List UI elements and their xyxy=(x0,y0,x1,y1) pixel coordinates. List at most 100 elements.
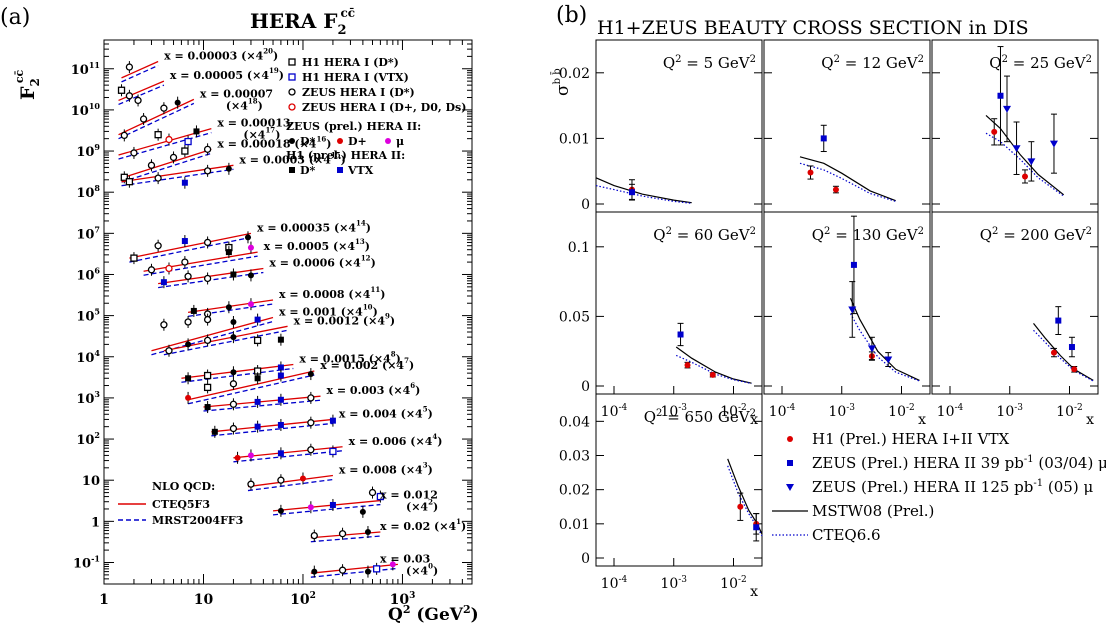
data-point xyxy=(368,488,377,497)
cteq5f3-curve xyxy=(211,418,333,433)
x-tick-label: 10-3 xyxy=(828,403,855,420)
legend-marker xyxy=(288,73,296,81)
data-point xyxy=(229,424,238,433)
data-point xyxy=(1055,317,1062,324)
legend-marker xyxy=(289,138,295,144)
data-point xyxy=(884,356,893,364)
legend-label: H1 HERA I (VTX) xyxy=(302,71,409,84)
data-point xyxy=(389,561,396,568)
legend-marker xyxy=(787,460,793,466)
data-point xyxy=(193,128,200,135)
cteq5f3-curve xyxy=(121,60,159,79)
x-bin-label: x = 0.006 (×44) xyxy=(349,432,443,448)
data-point xyxy=(125,178,134,186)
panel-a-legend: H1 HERA I (D*) H1 HERA I (VTX) ZEUS HERA I… xyxy=(118,56,466,527)
data-point xyxy=(154,131,162,139)
legend-marker xyxy=(385,138,391,144)
q2-subplot: Q2 = 200 GeV2 xyxy=(980,226,1094,382)
q2-subplot: Q2 = 25 GeV2 xyxy=(985,46,1092,197)
data-point xyxy=(203,145,212,153)
data-point xyxy=(254,316,261,323)
data-point xyxy=(247,244,254,251)
data-point xyxy=(120,173,128,181)
data-point xyxy=(1068,344,1075,351)
cteq5f3-curve xyxy=(247,474,334,488)
y-tick-label: 1 xyxy=(91,515,100,530)
mrst2004ff3-curve xyxy=(121,64,159,83)
data-point xyxy=(307,419,315,427)
theory-legend-label: CTEQ5F3 xyxy=(152,498,210,511)
legend-marker xyxy=(786,484,794,491)
x-tick-label: 10 xyxy=(194,592,214,608)
y-tick-label: 0 xyxy=(581,197,590,213)
data-point xyxy=(211,428,218,435)
data-point xyxy=(160,279,167,286)
cteq66-curve xyxy=(675,354,752,385)
data-point xyxy=(628,189,635,196)
data-point xyxy=(1012,145,1021,153)
x-tick-label: 10-3 xyxy=(660,403,687,420)
data-point xyxy=(329,501,336,508)
y-tick-label: 0.04 xyxy=(559,414,590,430)
data-point xyxy=(165,347,173,355)
panel-a: (a) HERA F2cc̄ F2cc̄ Q2 (GeV2) 1 10 102 103… xyxy=(0,5,479,625)
data-point xyxy=(247,480,255,488)
data-point xyxy=(134,96,142,105)
subplot-frame xyxy=(931,211,1099,395)
legend-marker xyxy=(288,103,296,111)
x-bin-series: x = 0.004 (×45) xyxy=(211,404,433,438)
q2-label: Q2 = 25 GeV2 xyxy=(989,54,1092,72)
data-point xyxy=(277,336,284,343)
data-point xyxy=(229,380,238,388)
mstw08-curve xyxy=(849,298,920,381)
panel-a-label: (a) xyxy=(0,5,30,30)
data-point xyxy=(225,304,232,311)
q2-label: Q2 = 650 GeV2 xyxy=(644,408,756,426)
mrst2004ff3-curve xyxy=(310,535,381,543)
y-tick-label: 0.05 xyxy=(559,309,590,325)
x-bin-scale-label: (×40) xyxy=(406,561,438,577)
data-point xyxy=(307,371,314,378)
cteq5f3-curve xyxy=(118,98,195,136)
cteq5f3-curve xyxy=(158,267,264,285)
x-axis-label: x xyxy=(1086,412,1094,428)
x-tick-label: 10-4 xyxy=(769,403,796,420)
data-point xyxy=(277,364,284,371)
mrst2004ff3-curve xyxy=(310,567,398,578)
y-tick-label: 10 xyxy=(82,474,100,489)
data-point xyxy=(225,165,232,172)
panel-b-subplots: 0 0.01 0.02 0 0.05 0.1 0 0.01 0.02 0.03 0.04 10-4 10… xyxy=(559,39,1099,600)
y-tick-label: 0 xyxy=(581,379,590,395)
data-point xyxy=(372,565,381,573)
x-bin-series: x = 0.0008 (×411) xyxy=(187,285,385,320)
data-point xyxy=(997,92,1004,99)
data-point xyxy=(203,371,212,380)
x-bin-scale-label: (×418) xyxy=(226,96,263,112)
x-bin-label: x = 0.00013 xyxy=(217,117,290,130)
data-point xyxy=(181,238,188,245)
legend-marker xyxy=(787,436,793,442)
data-point xyxy=(832,186,839,193)
data-point xyxy=(203,336,212,345)
x-bin-series: x = 0.006 (×44) xyxy=(233,432,442,464)
x-bin-label: x = 0.0005 (×413) xyxy=(264,237,370,253)
x-axis-label: x xyxy=(750,412,758,428)
data-point xyxy=(1027,158,1036,166)
x-bin-series: x = 0.012(×42) xyxy=(272,486,438,518)
legend-label: D* xyxy=(300,164,316,177)
data-point xyxy=(184,137,192,146)
x-bin-series: x = 0.008 (×43) xyxy=(247,461,433,492)
legend-marker xyxy=(288,58,296,66)
legend-label: D+ xyxy=(348,135,367,148)
data-point xyxy=(299,475,306,482)
cteq5f3-curve xyxy=(203,395,321,408)
q2-subplot: Q2 = 12 GeV2 xyxy=(799,54,924,202)
panel-a-title: HERA F2cc̄ xyxy=(250,6,355,38)
legend-label: D* xyxy=(300,135,316,148)
data-point xyxy=(120,131,128,140)
y-tick-label: 0.01 xyxy=(559,131,590,147)
legend-label: H1 (Prel.) HERA I+II VTX xyxy=(812,430,1009,448)
cteq5f3-curve xyxy=(187,370,315,401)
data-point xyxy=(254,423,261,430)
data-point xyxy=(329,447,337,456)
